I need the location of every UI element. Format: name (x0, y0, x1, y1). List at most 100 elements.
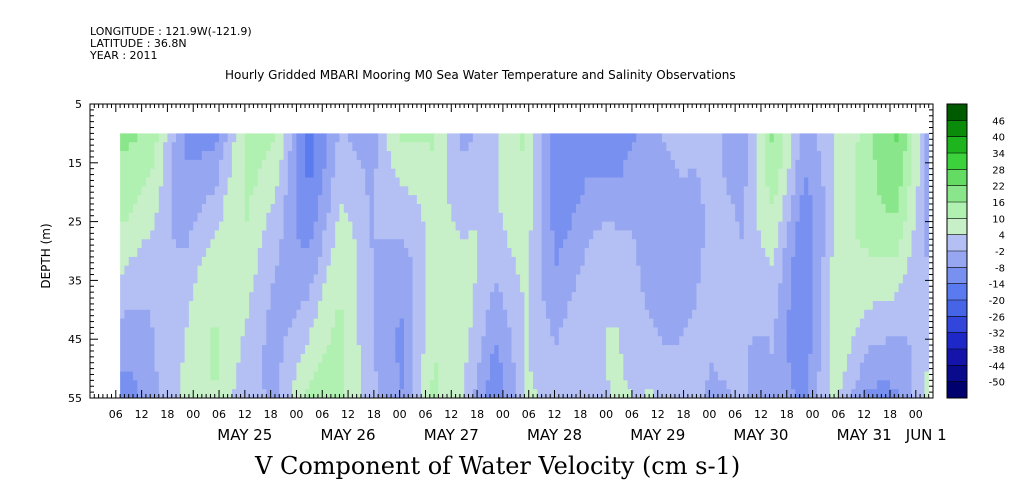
heatmap-cell (477, 212, 482, 222)
heatmap-cell (163, 248, 168, 258)
heatmap-cell (253, 195, 259, 205)
heatmap-cell (614, 186, 620, 196)
heatmap-cell (468, 142, 474, 152)
heatmap-cell (679, 300, 684, 311)
heatmap-cell (803, 159, 809, 170)
heatmap-cell (567, 353, 573, 364)
heatmap-cell (580, 309, 586, 320)
heatmap-cell (429, 168, 435, 178)
heatmap-cell (773, 151, 779, 161)
heatmap-cell (403, 292, 409, 302)
heatmap-cell (335, 133, 340, 143)
heatmap-cell (528, 177, 534, 187)
heatmap-cell (403, 151, 409, 161)
heatmap-cell (214, 168, 220, 178)
heatmap-cell (322, 362, 327, 372)
heatmap-cell (533, 345, 538, 355)
heatmap-cell (137, 256, 143, 267)
heatmap-cell (782, 371, 788, 381)
heatmap-cell (317, 256, 323, 267)
heatmap-cell (451, 133, 456, 143)
heatmap-cell (193, 168, 198, 178)
heatmap-cell (339, 159, 345, 170)
heatmap-cell (722, 256, 727, 267)
heatmap-cell (537, 177, 543, 187)
heatmap-cell (335, 265, 340, 275)
heatmap-cell (674, 283, 680, 293)
heatmap-cell (287, 248, 293, 258)
heatmap-cell (244, 168, 250, 178)
heatmap-cell (825, 345, 831, 355)
heatmap-cell (631, 345, 637, 355)
heatmap-cell (644, 283, 650, 293)
heatmap-cell (481, 353, 487, 364)
heatmap-cell (825, 362, 831, 372)
heatmap-cell (524, 212, 530, 222)
heatmap-cell (438, 203, 444, 214)
heatmap-cell (545, 203, 551, 214)
heatmap-cell (713, 230, 719, 240)
heatmap-cell (636, 256, 641, 267)
heatmap-cell (343, 362, 349, 372)
heatmap-cell (176, 300, 181, 311)
heatmap-cell (610, 283, 616, 293)
heatmap-cell (270, 380, 276, 390)
heatmap-cell (657, 353, 663, 364)
heatmap-cell (567, 142, 573, 152)
heatmap-cell (713, 318, 719, 328)
heatmap-cell (816, 142, 822, 152)
heatmap-cell (748, 389, 753, 399)
heatmap-cell (133, 168, 138, 178)
heatmap-cell (296, 195, 302, 205)
heatmap-cell (709, 133, 715, 143)
heatmap-cell (313, 256, 319, 267)
heatmap-cell (434, 336, 439, 346)
heatmap-cell (631, 353, 637, 364)
heatmap-cell (515, 389, 521, 399)
heatmap-cell (485, 221, 491, 231)
heatmap-cell (412, 300, 418, 311)
heatmap-cell (765, 292, 770, 302)
heatmap-cell (270, 133, 276, 143)
heatmap-cell (580, 336, 586, 346)
heatmap-cell (442, 203, 448, 214)
heatmap-cell (769, 239, 775, 249)
heatmap-cell (352, 274, 358, 284)
heatmap-cell (154, 380, 160, 390)
heatmap-cell (825, 151, 831, 161)
heatmap-cell (735, 248, 740, 258)
heatmap-cell (360, 168, 366, 178)
heatmap-cell (829, 283, 835, 293)
heatmap-cell (588, 177, 594, 187)
heatmap-cell (528, 133, 534, 143)
heatmap-cell (683, 248, 689, 258)
heatmap-cell (274, 256, 280, 267)
heatmap-cell (154, 292, 160, 302)
heatmap-cell (709, 142, 715, 152)
heatmap-cell (765, 362, 770, 372)
heatmap-cell (799, 292, 805, 302)
heatmap-cell (434, 133, 439, 143)
heatmap-cell (799, 212, 805, 222)
heatmap-cell (644, 265, 650, 275)
heatmap-cell (330, 292, 336, 302)
heatmap-cell (717, 230, 723, 240)
heatmap-cell (150, 327, 155, 337)
heatmap-cell (554, 327, 560, 337)
heatmap-cell (610, 327, 616, 337)
heatmap-cell (670, 292, 676, 302)
heatmap-cell (653, 230, 659, 240)
heatmap-cell (210, 362, 216, 372)
heatmap-cell (748, 362, 753, 372)
heatmap-cell (421, 309, 426, 320)
heatmap-cell (339, 274, 345, 284)
heatmap-cell (571, 345, 577, 355)
heatmap-cell (735, 292, 740, 302)
heatmap-cell (485, 345, 491, 355)
heatmap-cell (163, 256, 168, 267)
heatmap-cell (502, 212, 508, 222)
heatmap-cell (834, 168, 839, 178)
heatmap-cell (266, 186, 272, 196)
heatmap-cell (459, 186, 465, 196)
heatmap-cell (236, 177, 241, 187)
